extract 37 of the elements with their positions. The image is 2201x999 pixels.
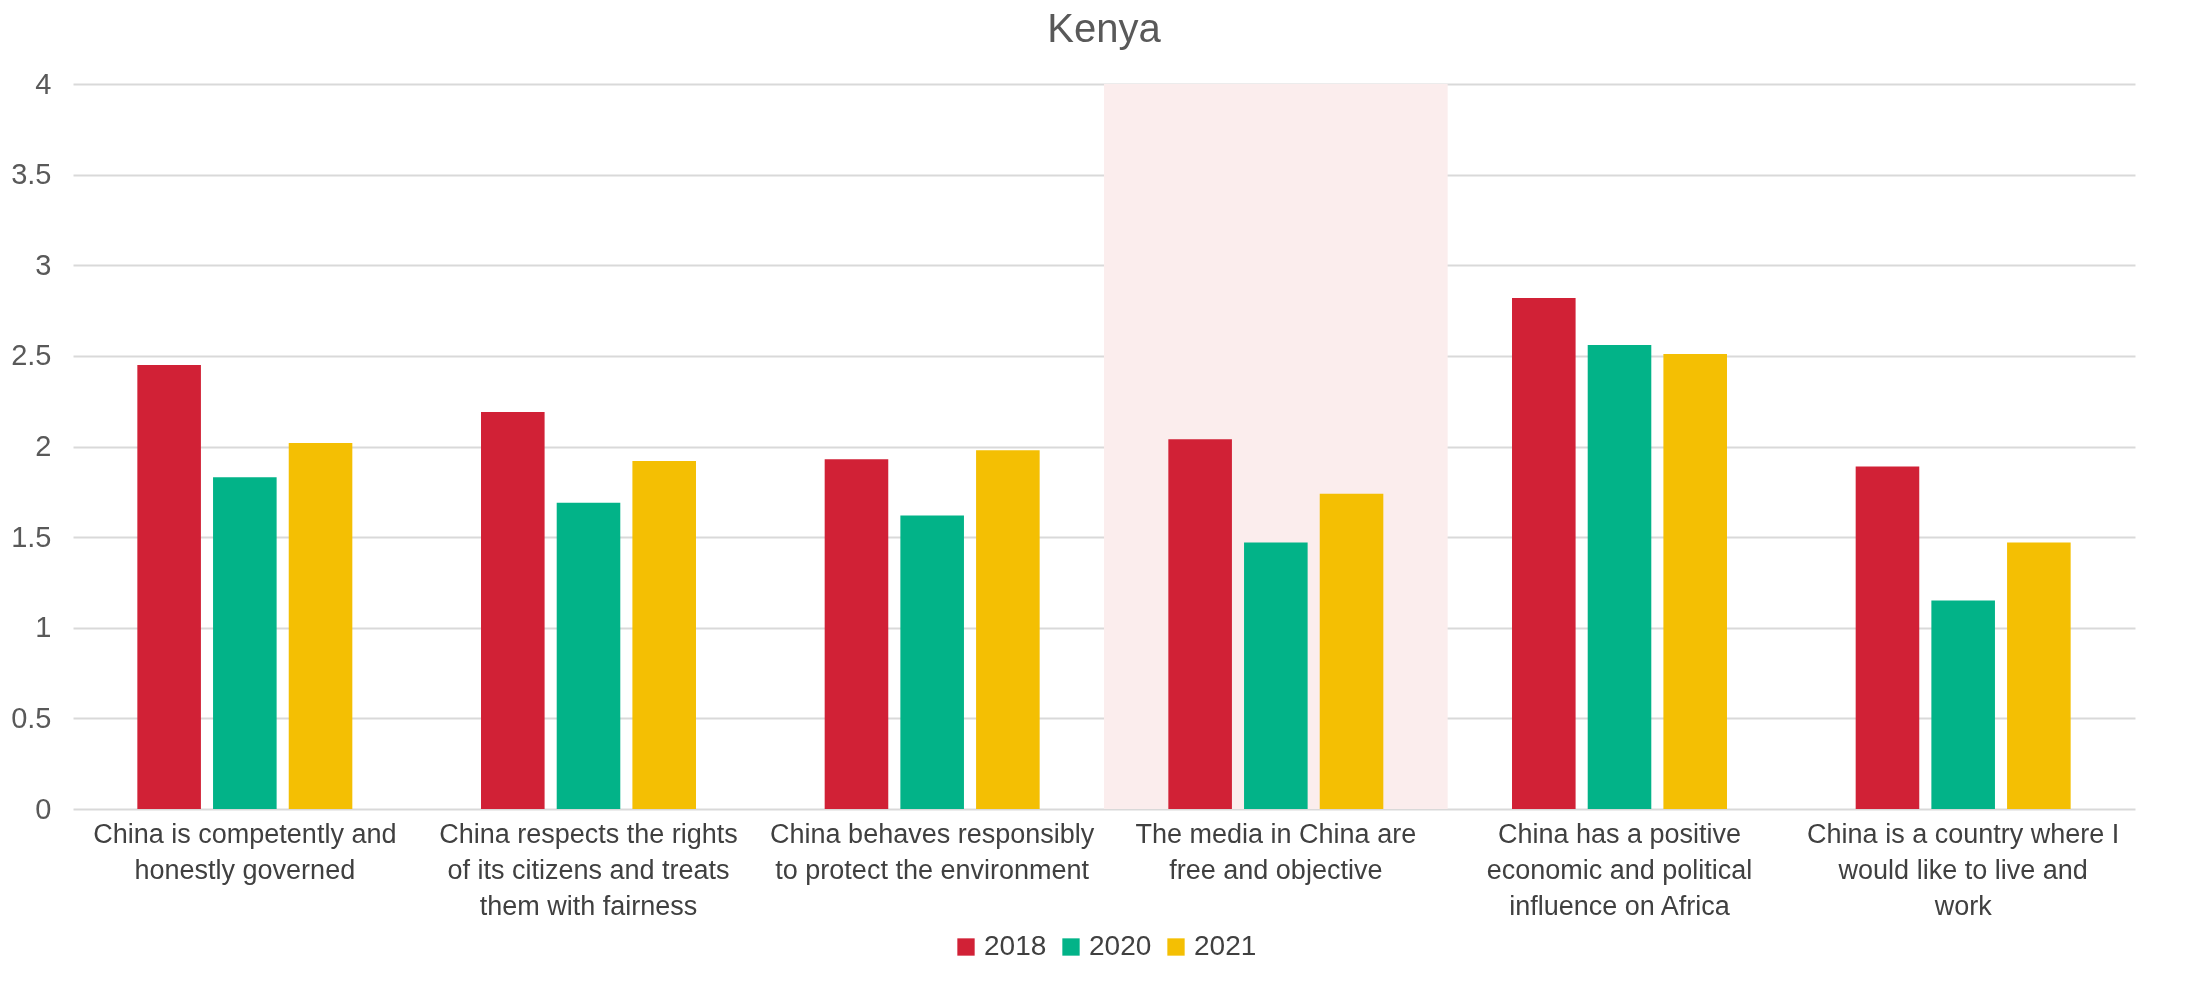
legend-label: 2021: [1194, 930, 1257, 961]
bar: [1855, 466, 1920, 809]
bar: [1663, 354, 1727, 809]
x-tick-label: China is competently and honestly governed: [93, 818, 397, 885]
bar: [1512, 297, 1576, 809]
y-tick-label: 4: [35, 67, 52, 100]
bar: [2007, 542, 2071, 809]
y-tick-label: 0: [35, 792, 52, 825]
y-tick-label: 3: [35, 248, 52, 281]
chart-title: Kenya: [1047, 6, 1162, 50]
x-tick-label: The media in China are free and objective: [1135, 818, 1417, 885]
bar: [1587, 345, 1652, 809]
y-tick-label: 3.5: [11, 158, 52, 191]
bar: [824, 459, 889, 809]
bar: [976, 450, 1040, 809]
y-tick-label: 2: [35, 430, 52, 462]
x-tick-label: China is a country where I would like to live and work: [1807, 818, 2120, 921]
bar: [632, 461, 696, 809]
bar: [288, 442, 353, 809]
bar: [900, 515, 964, 809]
y-tick-label: 1: [35, 611, 52, 644]
bar: [481, 412, 545, 809]
y-tick-label: 2.5: [11, 339, 52, 372]
y-tick-label: 0.5: [11, 701, 52, 734]
bar: [1244, 542, 1308, 809]
bar: [213, 477, 277, 809]
bar: [556, 502, 621, 809]
legend-label: 2018: [984, 930, 1047, 961]
bar: [1168, 439, 1232, 809]
legend-label: 2020: [1089, 930, 1152, 961]
x-tick-label: China behaves responsibly to protect the environment: [770, 818, 1095, 885]
y-tick-label: 1.5: [11, 520, 52, 553]
bar: [1931, 600, 1995, 809]
x-tick-label: China respects the rights of its citizens and treats them with fairness: [439, 818, 738, 921]
bar: [137, 364, 201, 809]
bar: [1319, 493, 1384, 809]
x-tick-label: China has a positive economic and political influence on Africa: [1486, 818, 1753, 921]
